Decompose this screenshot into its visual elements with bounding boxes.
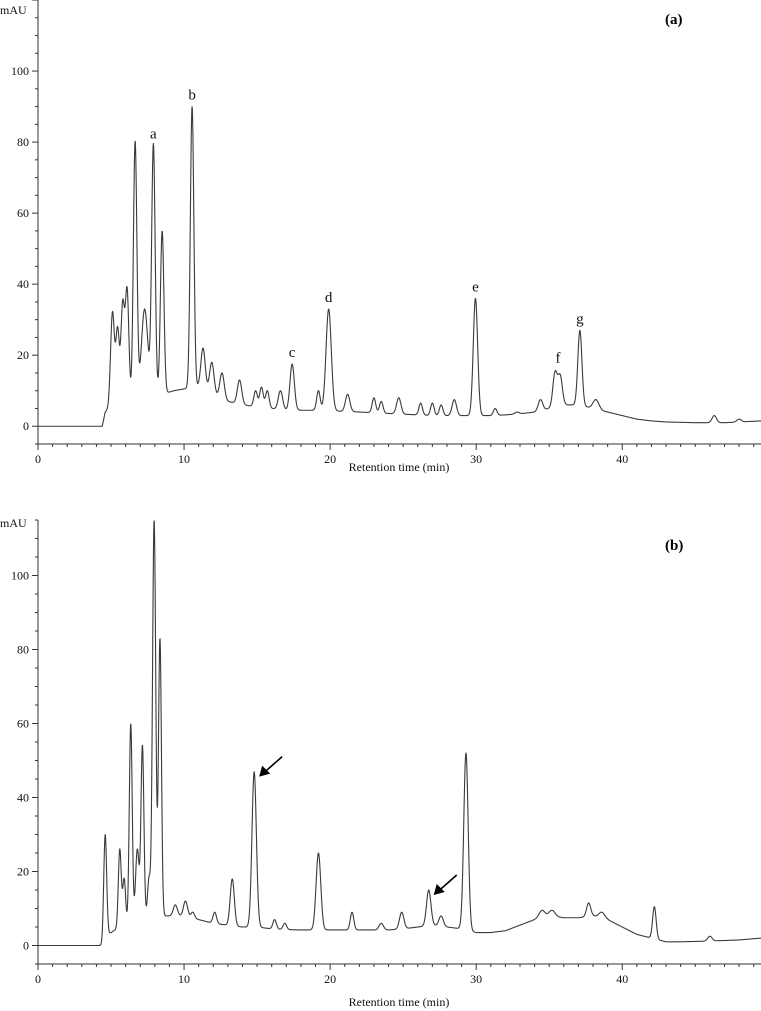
y-tick-label: 60	[17, 717, 29, 731]
peak-arrow-head	[433, 884, 445, 895]
peak-arrow-shaft	[439, 874, 458, 891]
x-axis-title: Retention time (min)	[349, 460, 450, 474]
y-tick-label: 80	[17, 135, 29, 149]
peak-label-c: c	[289, 345, 296, 361]
peak-arrow-head	[259, 765, 271, 777]
x-tick-label: 30	[470, 452, 482, 466]
y-tick-label: 20	[17, 865, 29, 879]
y-unit-label: mAU	[0, 516, 27, 530]
signal-trace	[37, 520, 761, 947]
y-tick-label: 20	[17, 348, 29, 362]
peak-arrow-shaft	[264, 756, 283, 773]
x-tick-label: 10	[178, 972, 190, 986]
y-unit-label: mAU	[0, 3, 27, 17]
peak-label-d: d	[325, 290, 333, 306]
peak-label-a: a	[150, 127, 157, 143]
peak-arrow	[433, 874, 458, 895]
y-tick-label: 0	[23, 419, 29, 433]
y-tick-label: 0	[23, 939, 29, 953]
y-tick-label: 60	[17, 206, 29, 220]
peak-label-e: e	[472, 279, 479, 295]
y-tick-label: 100	[11, 64, 29, 78]
peak-label-f: f	[555, 350, 560, 366]
x-tick-label: 30	[470, 972, 482, 986]
y-tick-label: 40	[17, 791, 29, 805]
x-axis-title: Retention time (min)	[349, 995, 450, 1009]
x-tick-label: 0	[35, 452, 41, 466]
chromatogram-panel-b: mAU (b) Retention time (min) 0 10 20 30 40 0 2…	[0, 516, 761, 1009]
y-tick-label: 40	[17, 277, 29, 291]
x-tick-label: 0	[35, 972, 41, 986]
peak-arrow	[259, 756, 283, 777]
x-tick-label: 20	[324, 972, 336, 986]
panel-label: (a)	[665, 12, 683, 28]
x-tick-label: 20	[324, 452, 336, 466]
y-tick-label: 80	[17, 643, 29, 657]
signal-trace	[37, 106, 761, 427]
panel-label: (b)	[665, 538, 683, 554]
x-tick-label: 40	[616, 972, 628, 986]
x-tick-label: 40	[616, 452, 628, 466]
x-tick-label: 10	[178, 452, 190, 466]
peak-label-b: b	[188, 88, 196, 104]
y-tick-label: 100	[11, 569, 29, 583]
chromatogram-panel-a: mAU (a) Retention time (min) 0 10 20 30 40 0 2…	[0, 0, 761, 474]
peak-label-g: g	[576, 311, 584, 327]
